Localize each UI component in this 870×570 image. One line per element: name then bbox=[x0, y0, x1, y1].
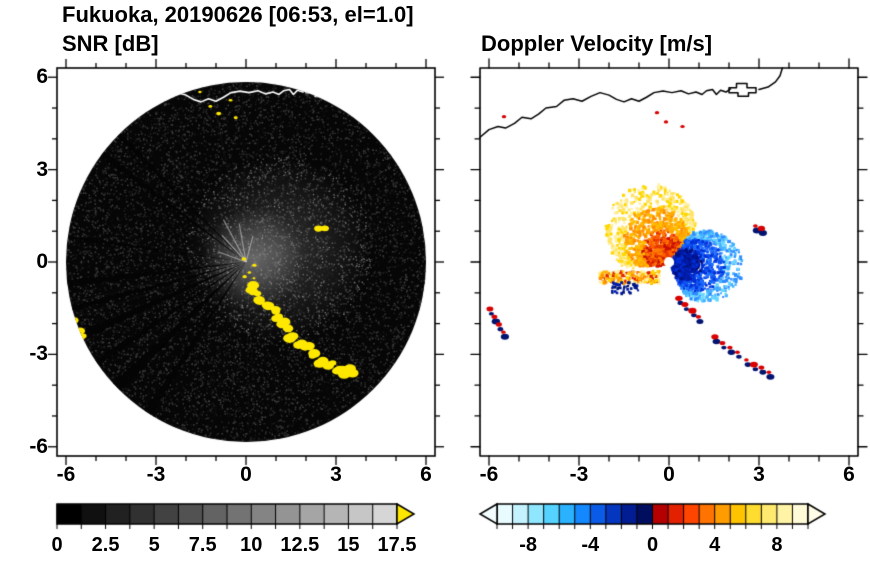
colorbar-tick-label: 15 bbox=[337, 534, 360, 556]
x-tick-label: 3 bbox=[330, 463, 342, 486]
colorbar-tick-label: 12.5 bbox=[280, 534, 320, 556]
snr-colorbar bbox=[33, 502, 421, 534]
colorbar-tick-label: 5 bbox=[148, 534, 160, 556]
snr-ppi-plot bbox=[43, 54, 449, 470]
colorbar-tick-label: 10 bbox=[240, 534, 263, 556]
x-tick-label: 6 bbox=[843, 463, 855, 486]
figure-title: Fukuoka, 20190626 [06:53, el=1.0] bbox=[62, 2, 414, 27]
y-tick-label: 6 bbox=[36, 65, 48, 89]
colorbar-tick-label: 7.5 bbox=[188, 534, 217, 556]
colorbar-tick-label: 8 bbox=[771, 534, 783, 556]
colorbar-tick-label: 2.5 bbox=[91, 534, 120, 556]
x-tick-label: -3 bbox=[146, 463, 166, 486]
y-tick-label: 0 bbox=[36, 250, 48, 273]
velocity-colorbar bbox=[473, 502, 832, 534]
colorbar-tick-label: 17.5 bbox=[377, 534, 417, 556]
x-tick-label: -3 bbox=[569, 463, 589, 486]
x-tick-label: 0 bbox=[240, 463, 252, 486]
y-tick-label: 3 bbox=[36, 157, 48, 181]
doppler-velocity-plot bbox=[466, 54, 870, 470]
x-tick-label: -6 bbox=[56, 463, 76, 486]
colorbar-tick-label: 4 bbox=[709, 534, 721, 556]
snr-panel-title: SNR [dB] bbox=[62, 31, 159, 56]
colorbar-tick-label: 0 bbox=[51, 534, 63, 556]
colorbar-tick-label: -8 bbox=[519, 534, 537, 556]
y-tick-label: -6 bbox=[29, 434, 48, 458]
y-tick-label: -3 bbox=[29, 342, 48, 366]
colorbar-tick-label: 0 bbox=[646, 534, 659, 556]
x-tick-label: 6 bbox=[420, 463, 432, 486]
x-tick-label: 3 bbox=[753, 463, 765, 486]
x-tick-label: -6 bbox=[479, 463, 499, 486]
velocity-panel-title: Doppler Velocity [m/s] bbox=[481, 31, 713, 56]
colorbar-tick-label: -4 bbox=[581, 534, 600, 556]
x-tick-label: 0 bbox=[663, 463, 675, 486]
